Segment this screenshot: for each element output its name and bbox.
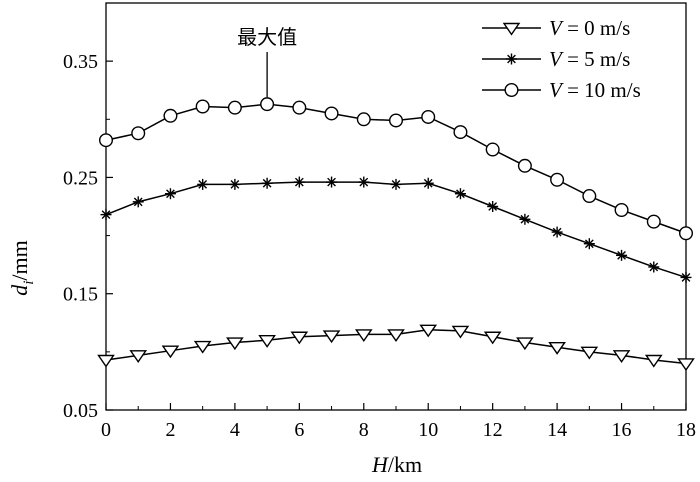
data-point xyxy=(517,158,532,173)
data-point xyxy=(193,340,212,354)
series-asterisk xyxy=(100,176,692,283)
x-tick-label: 14 xyxy=(547,419,567,441)
legend-entry: V = 10 m/s xyxy=(482,78,641,102)
data-point xyxy=(161,345,180,359)
data-point xyxy=(261,177,273,189)
series-triangle-down xyxy=(97,324,695,372)
data-point xyxy=(390,178,402,190)
data-point xyxy=(324,106,339,121)
data-point xyxy=(548,342,566,355)
data-point xyxy=(614,202,629,217)
legend-entry: V = 0 m/s xyxy=(482,16,630,40)
data-point xyxy=(422,177,434,189)
data-point xyxy=(451,325,470,339)
data-point xyxy=(322,330,341,344)
data-point xyxy=(197,178,209,190)
data-point xyxy=(389,113,404,128)
data-point xyxy=(454,188,466,200)
x-axis-label: H/km xyxy=(371,452,422,477)
data-point xyxy=(163,108,178,123)
data-point xyxy=(453,125,468,140)
data-point xyxy=(290,331,309,345)
data-point xyxy=(550,172,565,187)
data-point xyxy=(583,238,595,250)
data-point xyxy=(326,176,338,188)
x-tick-label: 16 xyxy=(612,419,632,441)
y-tick-label: 0.35 xyxy=(63,51,98,73)
data-point xyxy=(98,133,113,148)
data-point xyxy=(679,226,694,241)
data-point xyxy=(227,100,242,115)
legend-entry: V = 5 m/s xyxy=(482,47,630,71)
legend-label: V = 5 m/s xyxy=(549,47,630,71)
legend: V = 0 m/s V = 5 m/s V = 10 m/s xyxy=(482,16,641,102)
x-tick-label: 18 xyxy=(676,419,696,441)
series-layer xyxy=(97,97,695,372)
data-point xyxy=(292,100,307,115)
legend-marker xyxy=(502,22,521,36)
data-point xyxy=(485,142,500,157)
data-point xyxy=(551,226,563,238)
series-circle xyxy=(98,97,694,241)
y-axis-label: di/mm xyxy=(7,240,37,296)
data-point xyxy=(487,201,499,212)
data-point xyxy=(612,350,631,363)
data-point xyxy=(516,337,534,351)
annotation-label: 最大值 xyxy=(237,25,297,49)
data-point xyxy=(354,329,373,343)
data-point xyxy=(226,337,244,351)
data-point xyxy=(164,188,176,200)
data-point xyxy=(129,350,148,363)
x-tick-label: 8 xyxy=(359,419,369,441)
data-point xyxy=(616,249,628,261)
data-point xyxy=(580,346,599,360)
data-point xyxy=(258,335,276,348)
data-point xyxy=(677,358,695,372)
data-point xyxy=(387,329,405,343)
x-tick-label: 10 xyxy=(418,419,438,441)
data-point xyxy=(419,324,438,338)
y-tick-label: 0.05 xyxy=(63,400,98,422)
data-point xyxy=(646,214,661,229)
x-tick-label: 12 xyxy=(483,419,503,441)
series-line xyxy=(105,181,687,279)
data-point xyxy=(356,112,371,127)
data-point xyxy=(519,213,531,225)
y-tick-label: 0.15 xyxy=(63,284,98,306)
data-point xyxy=(483,331,502,345)
data-point xyxy=(131,126,146,141)
legend-label: V = 10 m/s xyxy=(549,78,641,102)
ticks-layer: 0 2 4 6 8 10 12 14 16 18 0.05 0.15 0.25 0.35 xyxy=(63,51,696,441)
data-point xyxy=(132,196,144,208)
legend-marker xyxy=(506,53,517,65)
y-tick-label: 0.25 xyxy=(63,167,98,189)
data-point xyxy=(644,354,663,368)
data-point xyxy=(358,176,370,188)
legend-label: V = 0 m/s xyxy=(549,16,630,40)
x-tick-label: 6 xyxy=(294,419,304,441)
data-point xyxy=(293,176,305,188)
x-tick-label: 4 xyxy=(230,419,240,441)
x-tick-label: 2 xyxy=(165,419,175,441)
data-point xyxy=(195,99,210,114)
data-point xyxy=(260,97,275,112)
data-point xyxy=(421,109,436,124)
data-point xyxy=(229,178,241,190)
data-point xyxy=(97,354,115,368)
legend-marker xyxy=(504,82,519,97)
data-point xyxy=(680,271,692,283)
x-tick-label: 0 xyxy=(101,419,111,441)
annotation: 最大值 xyxy=(237,25,297,98)
data-point xyxy=(582,189,597,204)
data-point xyxy=(648,261,660,273)
data-point xyxy=(100,209,112,221)
